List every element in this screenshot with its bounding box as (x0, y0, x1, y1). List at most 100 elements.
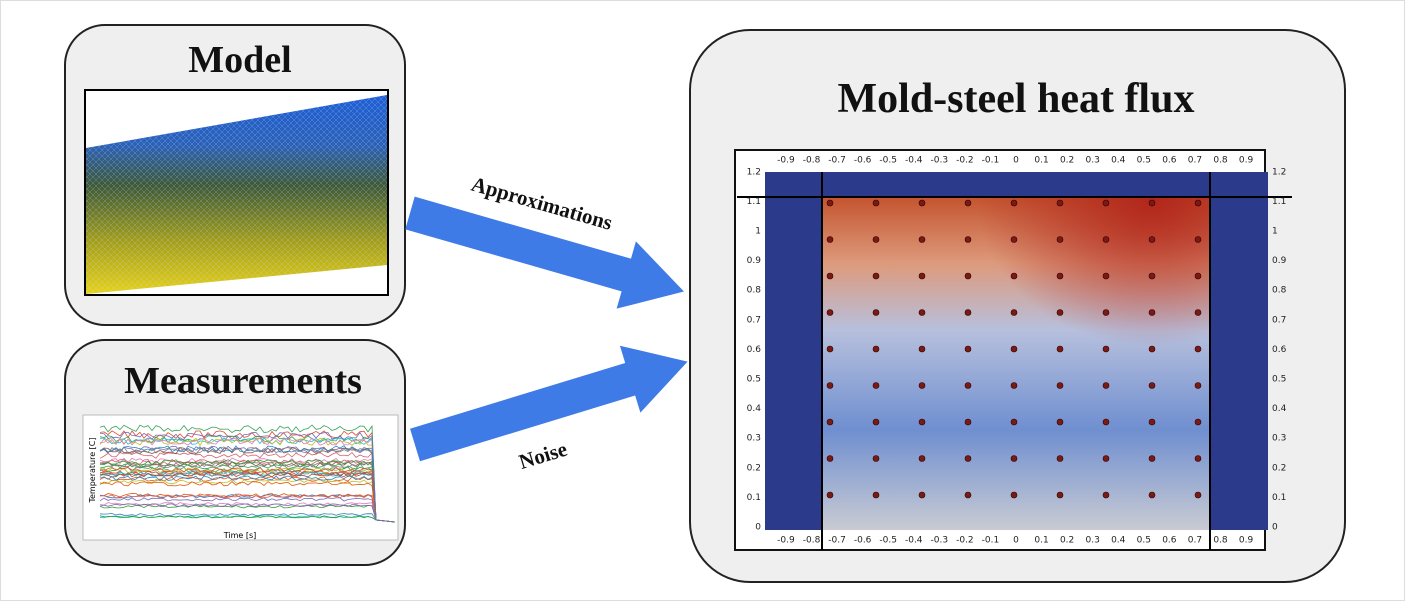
thermocouple (965, 346, 971, 352)
x-tick-label: -0.5 (879, 156, 897, 166)
thermocouple (1103, 383, 1109, 389)
x-tick-label: 0.1 (1034, 536, 1048, 546)
thermocouple (1057, 492, 1063, 498)
thermocouple (1195, 492, 1201, 498)
thermocouple (1195, 419, 1201, 425)
y-tick-label: 0.7 (1272, 315, 1286, 325)
thermocouple (1103, 456, 1109, 462)
thermocouple (965, 200, 971, 206)
y-tick-label: 0.2 (1272, 463, 1286, 473)
thermocouple (827, 237, 833, 243)
y-tick-label: 0.3 (1272, 434, 1286, 444)
thermocouple (965, 456, 971, 462)
thermocouple (1103, 419, 1109, 425)
thermocouple (1195, 383, 1201, 389)
thermocouple (965, 273, 971, 279)
thermocouple (1011, 383, 1017, 389)
thermocouple (1149, 383, 1155, 389)
thermocouple (1057, 237, 1063, 243)
x-tick-label: 0.9 (1239, 156, 1254, 166)
thermocouple (827, 346, 833, 352)
x-tick-label: 0.8 (1213, 156, 1228, 166)
thermocouple (1011, 346, 1017, 352)
x-tick-label: 0 (1013, 156, 1019, 166)
thermocouple (1011, 237, 1017, 243)
x-tick-label: -0.6 (854, 536, 872, 546)
thermocouple (1103, 273, 1109, 279)
thermocouple (1057, 383, 1063, 389)
x-tick-label: -0.8 (803, 156, 821, 166)
thermocouple (919, 200, 925, 206)
y-tick-label: 0 (755, 523, 761, 533)
thermocouple (919, 237, 925, 243)
y-tick-label: 0.5 (747, 375, 761, 385)
y-tick-label: 1.1 (747, 197, 761, 207)
thermocouple (1011, 200, 1017, 206)
y-tick-label: 0 (1272, 523, 1278, 533)
thermocouple (873, 419, 879, 425)
y-tick-label: 0.8 (1272, 286, 1287, 296)
y-label: Temperature [C] (88, 437, 97, 503)
thermocouple (1103, 492, 1109, 498)
y-tick-label: 0.6 (1272, 345, 1287, 355)
thermocouple (919, 419, 925, 425)
thermocouple (827, 419, 833, 425)
thermocouple (873, 456, 879, 462)
thermocouple (1103, 237, 1109, 243)
x-tick-label: 0.5 (1137, 536, 1151, 546)
x-tick-label: -0.3 (931, 536, 949, 546)
thermocouple (919, 456, 925, 462)
thermocouple (1103, 346, 1109, 352)
thermocouple (827, 456, 833, 462)
thermocouple (1195, 310, 1201, 316)
thermocouple (1011, 273, 1017, 279)
x-tick-label: 0.1 (1034, 156, 1048, 166)
x-tick-label: 0.3 (1086, 156, 1100, 166)
thermocouple (1195, 237, 1201, 243)
model-title: Model (188, 39, 291, 81)
thermocouple (873, 237, 879, 243)
x-tick-label: -0.9 (777, 536, 795, 546)
thermocouple (1057, 419, 1063, 425)
x-tick-label: -0.4 (905, 536, 923, 546)
x-tick-label: -0.7 (828, 536, 846, 546)
page: Model Measurements Temperature [C] Time … (0, 0, 1405, 601)
thermocouple (965, 310, 971, 316)
y-tick-label: 1 (1272, 227, 1278, 237)
y-tick-label: 0.6 (747, 345, 762, 355)
thermocouple (965, 383, 971, 389)
thermocouple (1057, 273, 1063, 279)
thermocouple (1149, 419, 1155, 425)
thermocouple (1149, 237, 1155, 243)
x-tick-label: -0.3 (931, 156, 949, 166)
thermocouple (1103, 310, 1109, 316)
x-tick-label: -0.9 (777, 156, 795, 166)
x-tick-label: -0.1 (982, 536, 1000, 546)
thermocouple (827, 492, 833, 498)
y-tick-label: 1 (755, 227, 761, 237)
thermocouple (1057, 200, 1063, 206)
thermocouple (1011, 492, 1017, 498)
thermocouple (1195, 200, 1201, 206)
y-tick-label: 0.4 (747, 404, 762, 414)
x-label: Time [s] (223, 531, 257, 540)
y-tick-label: 0.1 (1272, 493, 1286, 503)
thermocouple (919, 492, 925, 498)
x-tick-label: -0.7 (828, 156, 846, 166)
x-tick-label: -0.1 (982, 156, 1000, 166)
thermocouple (1011, 456, 1017, 462)
thermocouple (1149, 273, 1155, 279)
thermocouple (919, 383, 925, 389)
thermocouple (1011, 310, 1017, 316)
x-tick-label: 0.4 (1111, 156, 1126, 166)
x-tick-label: -0.8 (803, 536, 821, 546)
x-tick-label: -0.2 (956, 536, 974, 546)
y-tick-label: 0.9 (1272, 256, 1287, 266)
y-tick-label: 0.2 (747, 463, 761, 473)
thermocouple (1195, 456, 1201, 462)
thermocouple (919, 273, 925, 279)
thermocouple (965, 492, 971, 498)
thermocouple (827, 383, 833, 389)
thermocouple (965, 419, 971, 425)
thermocouple (1195, 273, 1201, 279)
